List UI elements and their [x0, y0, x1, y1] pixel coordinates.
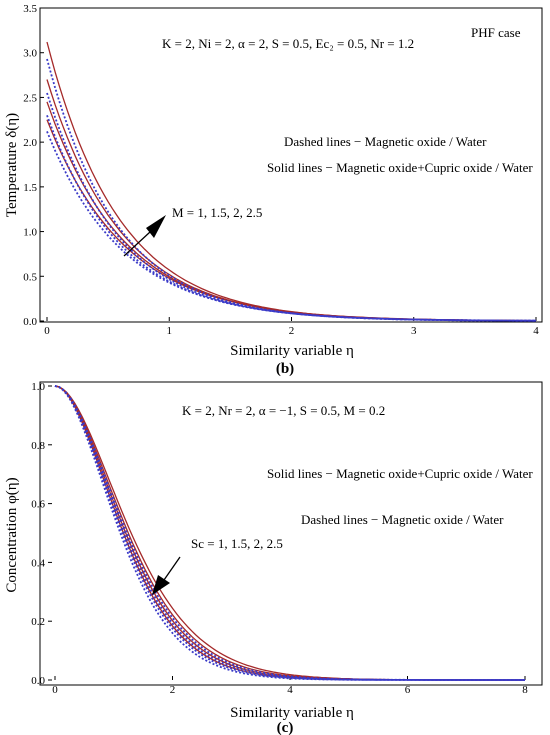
panel-c-arrow	[152, 556, 181, 595]
panel-b-arrow-label: M = 1, 1.5, 2, 2.5	[172, 205, 262, 220]
panel-b-ytick-label: 1.0	[23, 227, 37, 239]
panel-b-ticks: 0 1 2 3 4 0.0 0.5 1.0 1.5 2.0 2.5 3.0 3.5	[23, 3, 539, 337]
panel-c-dashed-note: Dashed lines − Magnetic oxide / Water	[301, 512, 504, 527]
panel-c-ytick-label: 1.0	[31, 381, 45, 393]
panel-b-params: K = 2, Ni = 2, α = 2, S = 0.5, Ec₂ = 0.5…	[162, 36, 414, 51]
panel-c-ylabel: Concentration φ(η)	[4, 477, 20, 592]
panel-c-tag: (c)	[277, 720, 294, 735]
panel-c-params: K = 2, Nr = 2, α = −1, S = 0.5, M = 0.2	[182, 403, 385, 418]
panel-b-arrow	[123, 215, 166, 257]
panel-b-ytick-label: 3.5	[23, 3, 37, 15]
panel-b-dashed-note: Dashed lines − Magnetic oxide / Water	[284, 134, 487, 149]
panel-c-xtick-label: 6	[405, 684, 411, 696]
panel-b-tag: (b)	[276, 361, 294, 377]
panel-c-ytick-label: 0.4	[31, 557, 45, 569]
panel-c-concentration: 0 2 4 6 8 0.0 0.2 0.4 0.6 0.8 1.0 K = 2, Nr = 2, α…	[4, 381, 543, 735]
panel-c-xtick-label: 4	[287, 684, 293, 696]
panel-c-xtick-label: 8	[522, 684, 528, 696]
panel-b-xtick-label: 3	[411, 325, 417, 337]
panel-c-ticks: 0 2 4 6 8 0.0 0.2 0.4 0.6 0.8 1.0	[31, 381, 528, 696]
panel-c-frame	[39, 381, 543, 686]
panel-b-xtick-label: 0	[44, 325, 50, 337]
panel-b-temperature: 0 1 2 3 4 0.0 0.5 1.0 1.5 2.0 2.5 3.0 3.5 K = 2, Ni …	[4, 3, 543, 377]
panel-b-xtick-label: 1	[167, 325, 173, 337]
panel-b-ytick-label: 3.0	[23, 48, 37, 60]
panel-c-ytick-label: 0.6	[31, 499, 45, 511]
panel-b-ytick-label: 2.0	[23, 137, 37, 149]
panel-b-xtick-label: 2	[289, 325, 295, 337]
panel-c-ytick-label: 0.0	[31, 675, 45, 687]
panel-c-curves	[54, 385, 525, 681]
panel-c-curve-dashed-2	[54, 385, 525, 681]
panel-c-arrow-label: Sc = 1, 1.5, 2, 2.5	[191, 536, 283, 551]
panel-b-case: PHF case	[471, 25, 521, 40]
panel-b-ytick-label: 1.5	[23, 182, 37, 194]
panel-b-frame	[39, 7, 543, 323]
panel-b-xlabel: Similarity variable η	[230, 343, 354, 359]
panel-b-ylabel: Temperature δ(η)	[4, 113, 20, 217]
panel-b-curve-dashed-3	[46, 92, 536, 322]
panel-b-ytick-label: 2.5	[23, 92, 37, 104]
panel-c-curve-dashed-4	[54, 385, 525, 681]
panel-b-ytick-label: 0.0	[23, 316, 37, 328]
panel-c-xtick-label: 2	[170, 684, 176, 696]
panel-c-ytick-label: 0.8	[31, 440, 45, 452]
panel-c-xtick-label: 0	[52, 684, 58, 696]
panel-c-xlabel: Similarity variable η	[230, 705, 354, 721]
panel-b-xtick-label: 4	[533, 325, 539, 337]
panel-c-solid-note: Solid lines − Magnetic oxide+Cupric oxid…	[267, 466, 533, 481]
panel-c-ytick-label: 0.2	[31, 616, 45, 628]
panel-b-ytick-label: 0.5	[23, 271, 37, 283]
panel-b-solid-note: Solid lines − Magnetic oxide+Cupric oxid…	[267, 160, 533, 175]
